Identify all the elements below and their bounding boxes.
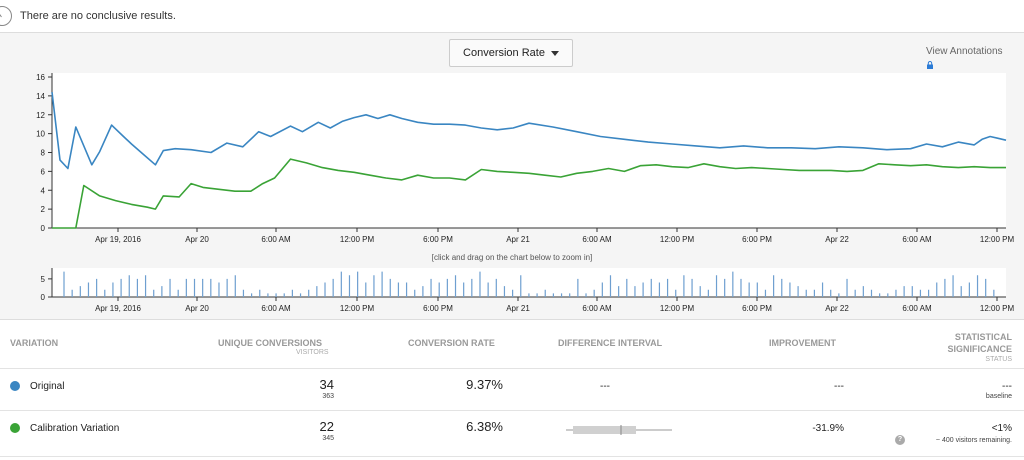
notice-bar: There are no conclusive results. (0, 0, 1024, 33)
chevron-down-icon (550, 50, 559, 56)
volume-x-tick-label: Apr 21 (506, 304, 530, 313)
x-tick-label: 6:00 AM (261, 235, 291, 244)
volume-x-tick-label: Apr 19, 2016 (95, 304, 141, 313)
lock-icon (927, 61, 933, 69)
x-tick-label: Apr 20 (185, 235, 209, 244)
row-divider (0, 368, 1024, 369)
volume-x-tick-label: 6:00 AM (582, 304, 612, 313)
metric-dropdown[interactable]: Conversion Rate (449, 39, 573, 67)
conversion-rate: 6.38% (466, 419, 503, 434)
unique-conversions: 34 (319, 377, 334, 392)
header-significance: SIGNIFICANCE (947, 344, 1012, 354)
volume-y-tick-label: 5 (41, 275, 46, 284)
main-chart-axes: 0 2 4 6 8 10 12 14 16 Apr 19, 2016 Apr 20 6:00 AM 12… (36, 73, 1014, 244)
statistical-significance: <1% (991, 423, 1012, 434)
x-tick-label: Apr 21 (506, 235, 530, 244)
volume-x-tick-label: Apr 22 (825, 304, 849, 313)
header-difference-interval: DIFFERENCE INTERVAL (558, 338, 663, 348)
statistical-significance: --- (1002, 381, 1012, 392)
row-divider (0, 456, 1024, 457)
improvement: --- (834, 381, 844, 392)
x-tick-label: Apr 22 (825, 235, 849, 244)
difference-interval: --- (600, 381, 610, 392)
conversion-rate: 9.37% (466, 377, 503, 392)
y-tick-label: 14 (36, 92, 45, 101)
metric-dropdown-label: Conversion Rate (463, 47, 545, 59)
header-conversion-rate: CONVERSION RATE (408, 338, 495, 348)
header-variation: VARIATION (10, 338, 59, 348)
help-icon[interactable]: ? (895, 435, 905, 445)
volume-chart-bars[interactable] (63, 271, 995, 297)
header-unique-conversions: UNIQUE CONVERSIONS (218, 338, 323, 348)
volume-x-tick-label: 6:00 AM (902, 304, 932, 313)
x-tick-label: 6:00 AM (902, 235, 932, 244)
x-tick-label: Apr 19, 2016 (95, 235, 141, 244)
significance-status: baseline (985, 393, 1012, 400)
x-tick-label: 6:00 PM (742, 235, 772, 244)
header-statistical: STATISTICAL (954, 332, 1012, 342)
y-tick-label: 2 (41, 205, 46, 214)
variation-name: Calibration Variation (30, 423, 120, 434)
row-divider (0, 410, 1024, 411)
y-tick-label: 0 (41, 224, 46, 233)
y-tick-label: 12 (36, 111, 45, 120)
x-tick-label: 12:00 PM (980, 235, 1015, 244)
main-chart-gridlines (52, 73, 1006, 228)
notice-message: There are no conclusive results. (20, 10, 176, 22)
zoom-hint: [click and drag on the chart below to zo… (432, 253, 593, 262)
original-color-dot (10, 381, 20, 391)
improvement: -31.9% (812, 423, 844, 434)
unique-conversions: 22 (319, 419, 334, 434)
x-tick-label: 6:00 PM (423, 235, 453, 244)
y-tick-label: 6 (41, 167, 46, 176)
y-tick-label: 10 (36, 130, 45, 139)
volume-x-tick-label: 12:00 PM (660, 304, 695, 313)
plot-area (52, 73, 1006, 228)
y-tick-label: 8 (41, 149, 46, 158)
variation-name: Original (30, 381, 65, 392)
series-line-original (51, 92, 1007, 170)
x-tick-label: 12:00 PM (340, 235, 375, 244)
visitors-count: 363 (322, 393, 334, 400)
y-tick-label: 4 (41, 186, 46, 195)
main-chart-series (51, 92, 1007, 229)
volume-x-tick-label: 12:00 PM (340, 304, 375, 313)
volume-x-tick-label: 6:00 AM (261, 304, 291, 313)
header-improvement: IMPROVEMENT (769, 338, 837, 348)
y-tick-label: 16 (36, 73, 45, 82)
results-table: VARIATION UNIQUE CONVERSIONS VISITORS CO… (0, 320, 1024, 460)
x-tick-label: 12:00 PM (660, 235, 695, 244)
significance-status: ~ 400 visitors remaining. (935, 437, 1012, 444)
header-status: STATUS (985, 356, 1012, 363)
volume-x-tick-label: 6:00 PM (423, 304, 453, 313)
view-annotations-link[interactable]: View Annotations (926, 46, 1003, 57)
variation-color-dot (10, 423, 20, 433)
volume-y-tick-label: 0 (41, 293, 46, 302)
x-tick-label: 6:00 AM (582, 235, 612, 244)
volume-x-tick-label: 12:00 PM (980, 304, 1015, 313)
conversion-rate-chart[interactable]: 0 2 4 6 8 10 12 14 16 Apr 19, 2016 Apr 20 6:00 AM 12… (0, 0, 1024, 320)
series-line-calibration-variation (52, 158, 1006, 229)
volume-x-tick-label: Apr 20 (185, 304, 209, 313)
visitors-count: 345 (322, 435, 334, 442)
difference-interval-bar (566, 425, 672, 435)
volume-x-tick-label: 6:00 PM (742, 304, 772, 313)
header-visitors: VISITORS (296, 349, 329, 356)
